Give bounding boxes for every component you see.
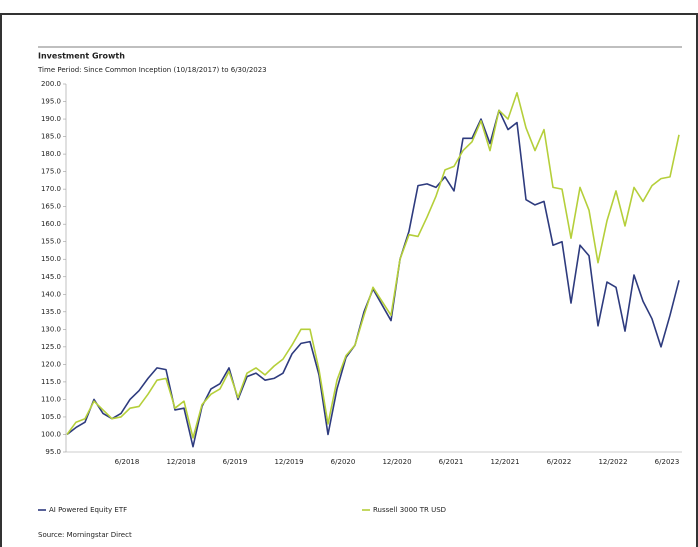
y-tick-label: 105.0 [41, 413, 61, 421]
y-tick-label: 95.0 [45, 448, 61, 456]
x-tick-label: 12/2021 [490, 458, 519, 466]
chart-subtitle: Time Period: Since Common Inception (10/… [37, 66, 267, 74]
frame [0, 13, 698, 547]
y-tick-label: 120.0 [41, 360, 61, 368]
y-tick-label: 100.0 [41, 430, 61, 438]
y-tick-label: 145.0 [41, 273, 61, 281]
y-tick-label: 195.0 [41, 98, 61, 106]
y-tick-label: 185.0 [41, 133, 61, 141]
y-tick-label: 170.0 [41, 185, 61, 193]
x-tick-label: 6/2020 [331, 458, 356, 466]
y-tick-label: 165.0 [41, 203, 61, 211]
x-tick-label: 6/2023 [655, 458, 680, 466]
y-tick-label: 175.0 [41, 168, 61, 176]
y-tick-label: 180.0 [41, 150, 61, 158]
x-tick-label: 12/2019 [274, 458, 303, 466]
legend-label: Russell 3000 TR USD [373, 506, 446, 514]
y-tick-label: 150.0 [41, 255, 61, 263]
y-tick-label: 160.0 [41, 220, 61, 228]
y-tick-label: 140.0 [41, 290, 61, 298]
y-tick-label: 155.0 [41, 238, 61, 246]
series-line [66, 91, 680, 439]
chart-title: Investment Growth [38, 52, 125, 61]
x-tick-label: 12/2022 [598, 458, 627, 466]
y-tick-label: 190.0 [41, 115, 61, 123]
x-tick-label: 6/2018 [115, 458, 140, 466]
legend-label: AI Powered Equity ETF [49, 506, 127, 514]
y-tick-label: 125.0 [41, 343, 61, 351]
y-tick-label: 135.0 [41, 308, 61, 316]
x-tick-label: 6/2022 [547, 458, 572, 466]
y-tick-label: 115.0 [41, 378, 61, 386]
y-tick-label: 200.0 [41, 80, 61, 88]
series-line [66, 109, 680, 448]
x-tick-label: 6/2021 [439, 458, 464, 466]
x-tick-label: 12/2020 [382, 458, 411, 466]
y-tick-label: 110.0 [41, 395, 61, 403]
x-tick-label: 12/2018 [166, 458, 195, 466]
source: Source: Morningstar Direct [38, 531, 132, 539]
x-tick-label: 6/2019 [223, 458, 248, 466]
y-tick-label: 130.0 [41, 325, 61, 333]
